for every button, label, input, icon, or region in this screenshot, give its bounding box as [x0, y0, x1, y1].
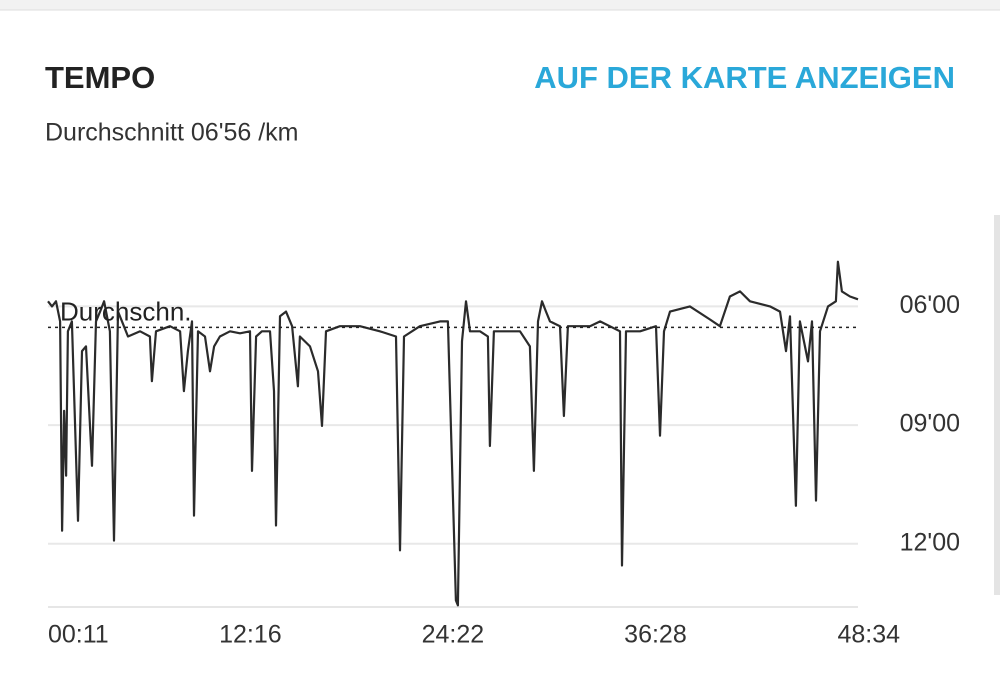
- x-tick-label: 12:16: [219, 621, 282, 649]
- x-tick-label: 24:22: [422, 621, 485, 649]
- scroll-edge: [994, 215, 1000, 595]
- card-title: TEMPO: [45, 60, 155, 95]
- y-tick-label: 09'00: [900, 410, 960, 438]
- top-edge: [0, 0, 1000, 10]
- average-label: Durchschn.: [60, 296, 192, 326]
- x-tick-label: 48:34: [837, 621, 900, 649]
- pace-line: [47, 260, 859, 607]
- subtitle: Durchschnitt 06'56 /km: [45, 119, 299, 147]
- x-tick-label: 00:11: [48, 621, 109, 649]
- x-tick-label: 36:28: [624, 621, 687, 649]
- y-tick-label: 06'00: [900, 291, 960, 319]
- map-link[interactable]: AUF DER KARTE ANZEIGEN: [534, 60, 955, 95]
- y-tick-label: 12'00: [900, 528, 960, 556]
